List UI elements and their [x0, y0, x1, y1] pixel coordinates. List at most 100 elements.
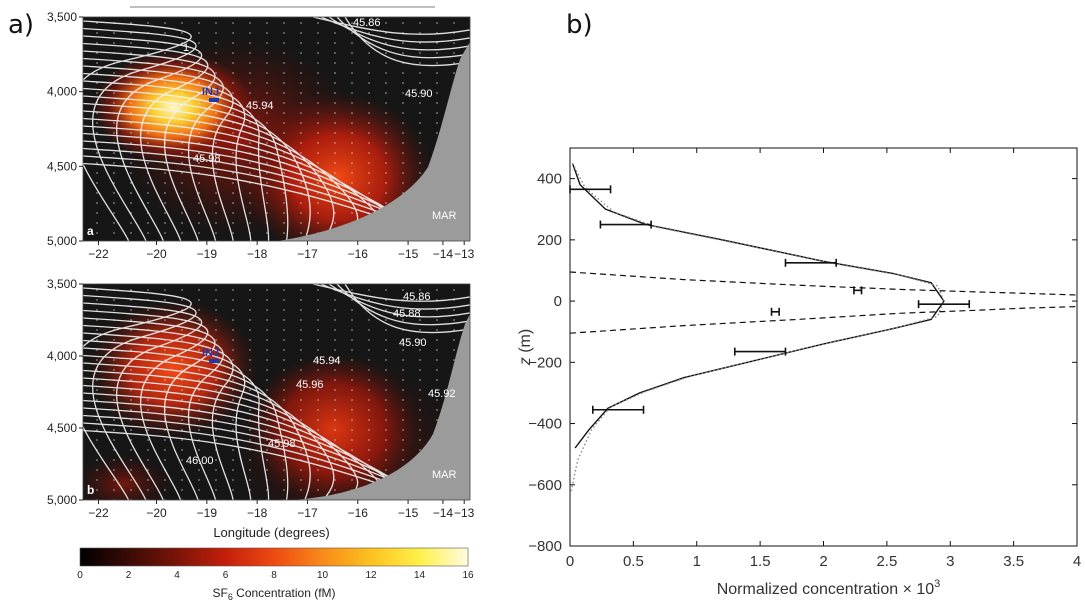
contour-label: 45.94 — [313, 355, 341, 367]
error-bar — [599, 220, 652, 229]
line-chart: 0 0.5 1 1.5 2 2.5 3 3.5 4 400 200 0 −200 −400 −600 −800… — [517, 147, 1081, 598]
seafloor — [293, 314, 470, 500]
colorbar-tick-label: 6 — [223, 570, 229, 581]
colorbar-tick-label: 4 — [174, 570, 180, 581]
x-tick-label: 1.5 — [750, 553, 771, 570]
x-tick-label: 0.5 — [623, 553, 644, 570]
y-tick-label: 4,500 — [47, 159, 77, 173]
contour-label: 45.90 — [399, 337, 427, 349]
contour-label: 45.86 — [403, 291, 431, 303]
contour-label: 45.88 — [393, 308, 421, 320]
contours — [83, 17, 470, 241]
plot-frame — [82, 283, 471, 501]
contour-label: 45.94 — [246, 100, 274, 112]
x-tick-label: −14 — [433, 247, 454, 261]
series-line-dotted — [570, 162, 945, 492]
error-bar — [733, 347, 787, 356]
x-tick-label: −15 — [398, 247, 419, 261]
panel-label-a: a) — [8, 10, 35, 40]
colorbar-label: SF6 Concentration (fM) — [212, 586, 335, 602]
y-tick-label: 3,500 — [47, 277, 77, 291]
y-tick-label: 5,000 — [47, 493, 77, 507]
panel-label-b: b) — [566, 10, 593, 40]
colorbar-tick-label: 12 — [365, 570, 377, 581]
contour-label: 45.90 — [405, 88, 433, 100]
x-tick-label: −16 — [348, 247, 369, 261]
seafloor — [278, 42, 470, 241]
error-bar — [917, 300, 971, 309]
x-tick-label: 2 — [819, 553, 827, 570]
inj-marker — [209, 98, 219, 102]
x-axis-label: Normalized concentration × 103 — [717, 578, 941, 598]
y-tick-label: −400 — [528, 416, 562, 433]
heatmap-panel-b: MAR 45.86 45.88 45.90 45.94 45.96 45.92 45.98 46… — [47, 277, 475, 540]
y-tick-label: 400 — [537, 171, 562, 188]
x-tick-label: −22 — [88, 506, 109, 520]
error-bar — [770, 307, 780, 316]
x-tick-label: −13 — [454, 247, 475, 261]
contour-label: 45.86 — [353, 17, 381, 29]
contour-label: 45.98 — [193, 153, 221, 165]
blob — [243, 92, 433, 241]
mar-label: MAR — [432, 469, 457, 481]
x-tick-label: −14 — [433, 506, 454, 520]
error-bar — [592, 405, 645, 414]
blob — [93, 52, 253, 162]
error-bar — [569, 185, 612, 194]
y-tick-label: 4,000 — [47, 85, 77, 99]
contour-label: 45.92 — [428, 388, 456, 400]
plot-frame — [569, 147, 1078, 547]
y-tick-label: 200 — [537, 232, 562, 249]
y-tick-label: 0 — [554, 293, 562, 310]
x-tick-label: −22 — [88, 247, 109, 261]
y-tick-label: 4,500 — [47, 421, 77, 435]
y-tick-label: −200 — [528, 354, 562, 371]
mar-label: MAR — [432, 210, 457, 222]
contour-label: 1 — [183, 42, 189, 54]
x-tick-label: −19 — [197, 247, 218, 261]
contour-label: 45.98 — [268, 438, 296, 450]
x-tick-label: −18 — [247, 506, 268, 520]
sample-dots — [96, 22, 455, 234]
series-line-solid — [571, 163, 945, 449]
x-tick-label: −20 — [146, 506, 167, 520]
colorbar: 0 2 4 6 8 10 12 14 16 SF6 Concentration (fM) — [77, 547, 474, 602]
colorbar-tick-label: 16 — [462, 570, 474, 581]
colorbar-tick-label: 0 — [77, 570, 83, 581]
inj-label: INJ — [202, 347, 219, 359]
x-tick-label: 3 — [946, 553, 954, 570]
blob — [248, 354, 418, 500]
series-line-dashed — [569, 271, 1078, 296]
x-tick-label: −19 — [197, 506, 218, 520]
colorbar-tick-label: 8 — [271, 570, 277, 581]
error-bar — [784, 258, 837, 267]
y-tick-label: −800 — [528, 538, 562, 555]
colorbar-gradient — [79, 547, 469, 567]
inj-marker — [209, 359, 219, 363]
panel-tag: b — [87, 483, 94, 497]
x-tick-label: −18 — [247, 247, 268, 261]
y-tick-label: 5,000 — [47, 234, 77, 248]
colorbar-tick-label: 10 — [317, 570, 329, 581]
x-tick-label: 0 — [566, 553, 574, 570]
plot-frame — [82, 16, 471, 242]
contour-label: 46.00 — [186, 455, 214, 467]
y-tick-label: 3,500 — [47, 10, 77, 24]
x-tick-label: 1 — [693, 553, 701, 570]
contour-label: 45.96 — [296, 379, 324, 391]
error-bar — [853, 286, 863, 295]
y-tick-label: −600 — [528, 477, 562, 494]
x-tick-label: 4 — [1073, 553, 1081, 570]
heatmap-panel-a: MAR 45.86 45.94 45.90 45.98 1 INJ a 3,500 4,000 4,… — [47, 6, 475, 261]
y-tick-label: 4,000 — [47, 349, 77, 363]
x-tick-label: −17 — [297, 506, 318, 520]
colorbar-tick-label: 2 — [126, 570, 132, 581]
x-tick-label: −17 — [297, 247, 318, 261]
x-axis-label: Longitude (degrees) — [213, 525, 329, 540]
inj-label: INJ — [202, 86, 219, 98]
x-tick-label: −20 — [146, 247, 167, 261]
x-tick-label: 2.5 — [876, 553, 897, 570]
blob — [83, 454, 173, 500]
panel-tag: a — [87, 224, 94, 238]
